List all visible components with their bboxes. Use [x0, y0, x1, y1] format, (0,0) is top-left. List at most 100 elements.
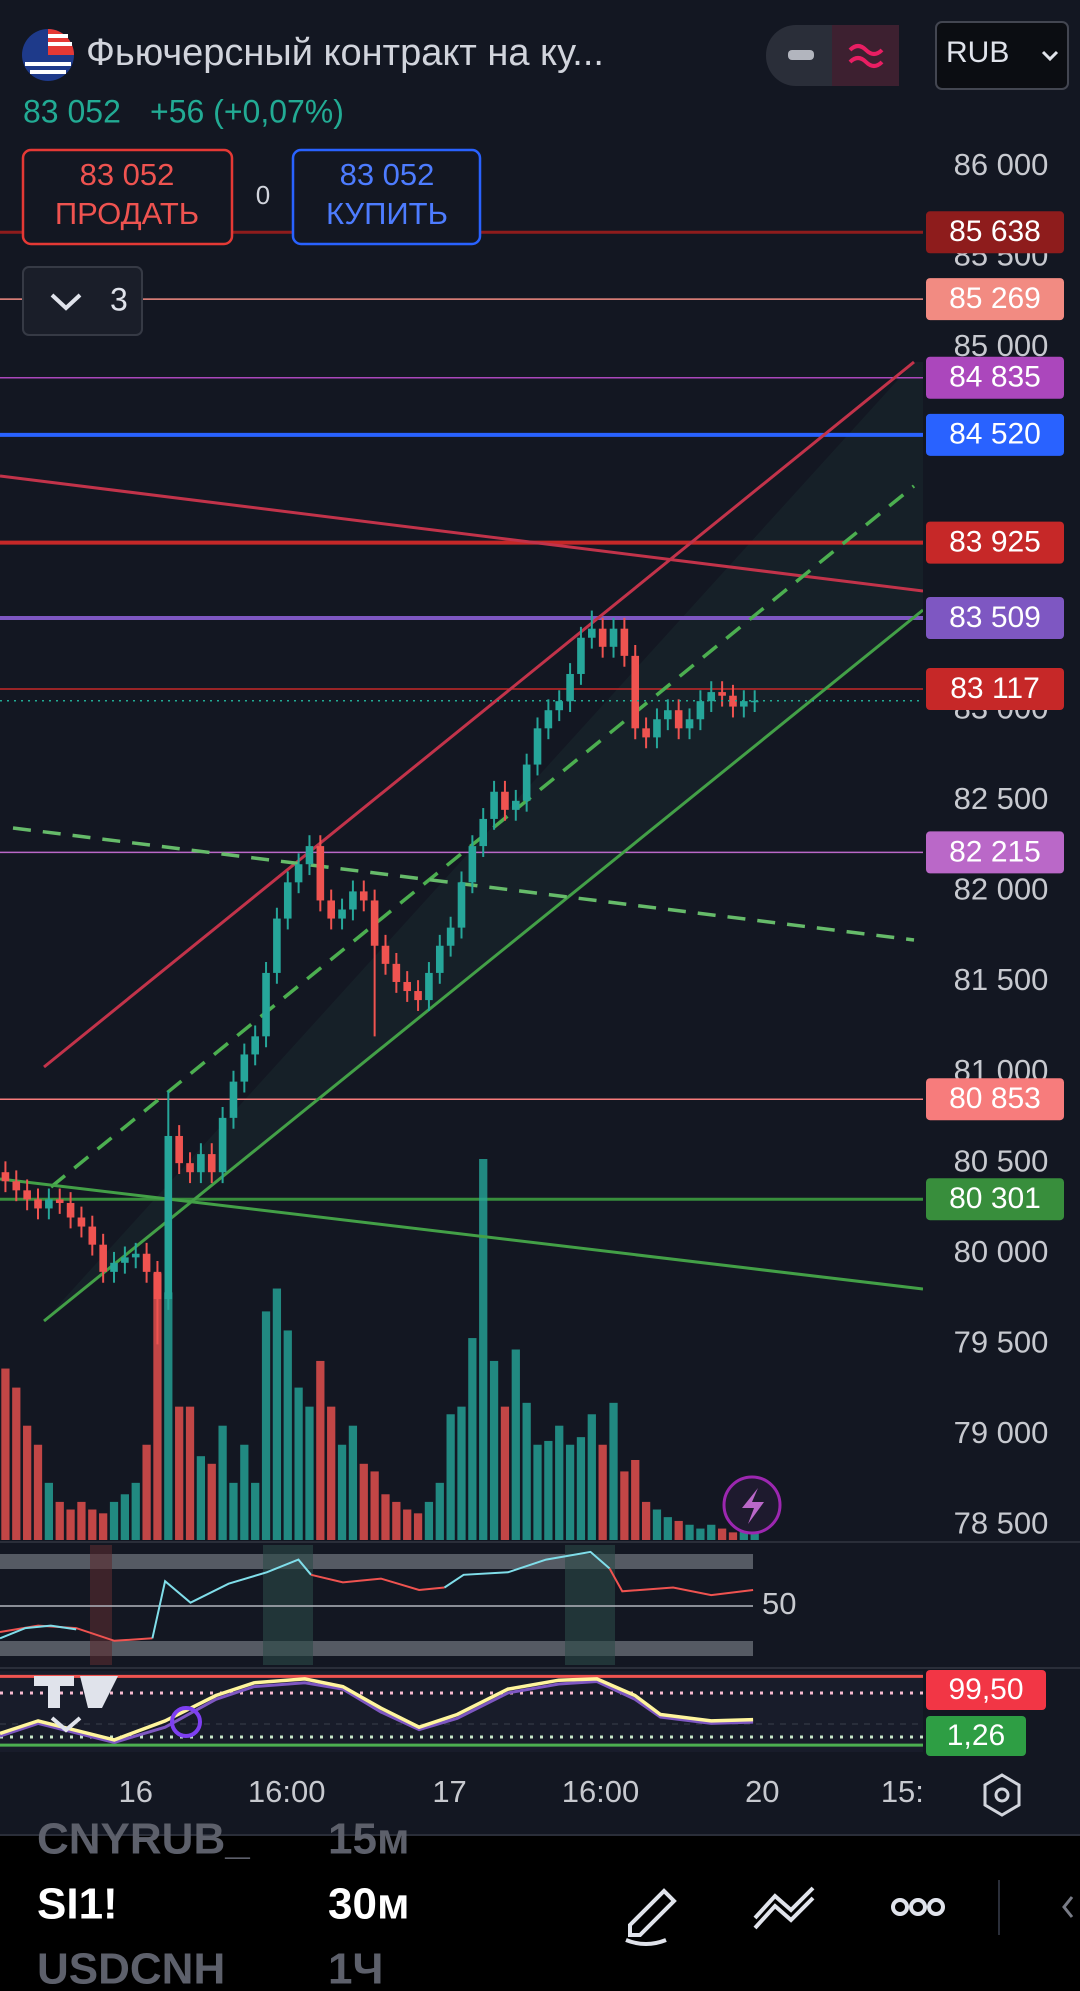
candle-body: [283, 882, 292, 919]
settings-icon[interactable]: [983, 1773, 1021, 1817]
price-change: +56 (+0,07%): [150, 93, 344, 129]
x-tick-label: 16:00: [562, 1774, 640, 1809]
candle-body: [218, 1117, 227, 1173]
candle-body: [740, 701, 748, 707]
candle-body: [359, 891, 368, 901]
volume-bar: [641, 1501, 651, 1540]
candle-body: [490, 791, 498, 819]
candle-body: [446, 927, 455, 946]
rsi-line: [151, 1558, 312, 1639]
layers-count[interactable]: 3: [110, 281, 128, 317]
candle-body: [262, 972, 270, 1037]
volume-bar: [218, 1425, 227, 1540]
bolt-button[interactable]: [722, 1475, 782, 1535]
volume-bar: [316, 1360, 325, 1540]
currency[interactable]: RUB: [946, 36, 1009, 69]
volume-bar: [685, 1524, 694, 1540]
volume-bar: [348, 1425, 358, 1540]
y-tick-label: 80 500: [954, 1143, 1049, 1178]
candle-body: [316, 846, 325, 901]
volume-bar: [609, 1402, 618, 1540]
sell-button[interactable]: [21, 148, 234, 246]
toolbar: [625, 1880, 1074, 1946]
watch-symbol[interactable]: CNYRUB_: [37, 1815, 250, 1864]
candle-body: [305, 846, 314, 865]
buy-price[interactable]: 83 052: [340, 157, 435, 192]
volume-bar: [55, 1501, 64, 1540]
candle-body: [273, 918, 281, 973]
candle-body: [207, 1154, 216, 1173]
volume-bar: [631, 1459, 640, 1540]
volume-bar: [88, 1509, 97, 1540]
candle-body: [370, 900, 379, 946]
volume-bar: [500, 1406, 510, 1540]
level-label: 83 925: [949, 526, 1041, 559]
volume-bar: [522, 1402, 531, 1540]
trend-line: [43, 360, 915, 1069]
stoch-high-label: 99,50: [948, 1673, 1023, 1706]
volume-bar: [272, 1288, 282, 1540]
volume-bar: [576, 1437, 586, 1540]
more-icon[interactable]: [891, 1898, 909, 1916]
volume-bar: [598, 1444, 607, 1540]
volume-bar: [739, 1528, 748, 1540]
currency-select[interactable]: [935, 21, 1069, 90]
candle-body: [110, 1262, 118, 1272]
watch-symbol[interactable]: SI1!: [37, 1880, 118, 1929]
candle-body: [197, 1154, 205, 1173]
candle-body: [750, 700, 759, 703]
candle-body: [511, 800, 520, 810]
volume-bar: [403, 1509, 412, 1540]
volume-bar: [1, 1368, 10, 1540]
sell-price[interactable]: 83 052: [80, 157, 175, 192]
watch-interval: 30м: [328, 1880, 410, 1929]
level-label-bg: [926, 668, 1064, 711]
band: [0, 1641, 753, 1656]
candle-body: [1, 1172, 10, 1182]
lines-icon[interactable]: [753, 1886, 815, 1930]
volume-bar: [229, 1482, 238, 1540]
candle-body: [522, 764, 531, 801]
volume-bar: [251, 1482, 260, 1540]
volume-bar: [555, 1425, 564, 1540]
volume-bar: [750, 1532, 759, 1540]
candle-body: [45, 1199, 53, 1209]
candle-body: [294, 864, 303, 883]
candle-body: [99, 1244, 107, 1272]
volume-bar: [131, 1482, 140, 1540]
layers-button[interactable]: [22, 266, 143, 336]
volume-bar: [489, 1360, 499, 1540]
buy-button[interactable]: [291, 148, 482, 246]
candle-body: [381, 945, 390, 964]
candle-body: [544, 710, 553, 729]
band: [0, 1554, 753, 1569]
volume-bar: [77, 1501, 86, 1540]
candle-body: [609, 628, 618, 647]
candle-body: [435, 945, 444, 973]
volume-bar: [565, 1444, 575, 1540]
buy-label[interactable]: КУПИТЬ: [326, 196, 448, 231]
rsi-tick: 50: [762, 1586, 796, 1621]
toggle-active[interactable]: [832, 25, 899, 86]
stoch-line: [0, 1677, 754, 1742]
candle-body: [121, 1257, 129, 1263]
volume-bar: [44, 1482, 53, 1540]
stoch-signal: [0, 1679, 754, 1744]
volume-bar: [283, 1330, 292, 1540]
level-label: 82 215: [949, 835, 1041, 868]
volume-bar: [620, 1471, 629, 1540]
candle-body: [468, 846, 477, 883]
volume-bar: [337, 1444, 347, 1540]
volume-bar: [446, 1414, 455, 1540]
pencil-icon[interactable]: [625, 1888, 677, 1946]
volume-bar: [717, 1528, 727, 1540]
volume-bar: [652, 1509, 662, 1540]
symbol-title[interactable]: Фьючерсный контракт на ку...: [86, 32, 604, 74]
level-label: 84 835: [949, 361, 1041, 394]
sell-label[interactable]: ПРОДАТЬ: [55, 196, 199, 231]
level-label: 80 301: [949, 1182, 1041, 1215]
candle-body: [88, 1226, 97, 1245]
watch-symbol[interactable]: USDCNH: [37, 1945, 225, 1991]
volume-bar: [424, 1501, 434, 1540]
candle-body: [707, 692, 716, 702]
